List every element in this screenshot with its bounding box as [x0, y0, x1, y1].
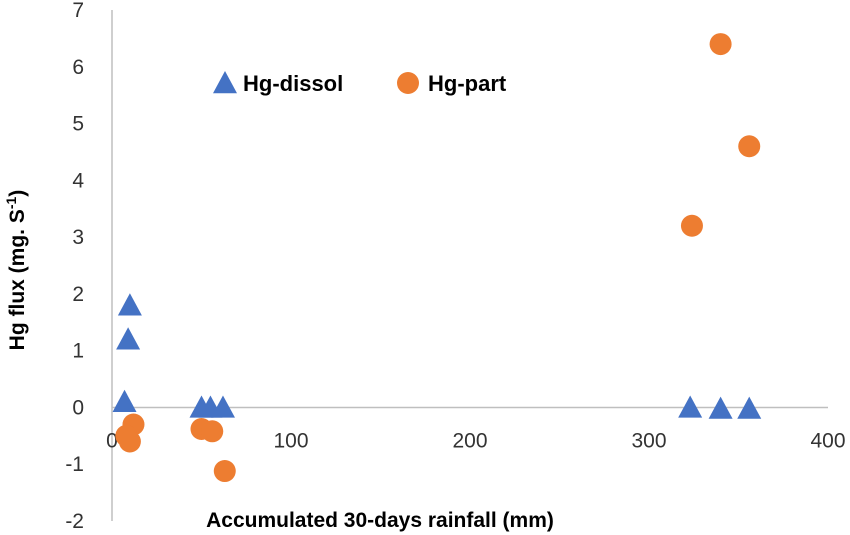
data-point-hg-part — [738, 135, 761, 158]
data-point-hg-part — [680, 214, 703, 237]
chart-axes: -2 -1 0 1 2 3 4 5 6 7 0 100 200 300 400 — [65, 0, 845, 533]
y-tick-label: 4 — [72, 169, 84, 192]
y-axis-title-close: ) — [6, 190, 29, 197]
y-tick-label: 7 — [72, 0, 84, 22]
x-tick-label: 100 — [273, 429, 308, 452]
y-axis-title-superscript: -1 — [3, 196, 19, 209]
data-point-hg-dissol — [112, 389, 137, 412]
series-hg-part — [115, 33, 761, 483]
legend-circle-marker — [397, 72, 419, 94]
chart-legend: Hg-dissol Hg-part — [213, 71, 507, 96]
data-point-hg-part — [201, 420, 224, 443]
data-point-hg-dissol — [210, 395, 235, 418]
y-tick-label: 6 — [72, 56, 84, 79]
data-point-hg-dissol — [737, 396, 762, 419]
data-point-hg-part — [213, 460, 236, 483]
y-tick-label: 0 — [72, 396, 84, 419]
legend-label-hg-part: Hg-part — [428, 71, 507, 96]
data-point-hg-part — [709, 33, 732, 56]
y-tick-label: 5 — [72, 113, 84, 136]
data-point-hg-dissol — [708, 396, 733, 419]
x-tick-label: 300 — [631, 429, 666, 452]
x-tick-label: 0 — [106, 429, 118, 452]
x-tick-label: 200 — [452, 429, 487, 452]
data-point-hg-dissol — [117, 293, 142, 316]
legend-label-hg-dissol: Hg-dissol — [243, 71, 343, 96]
legend-item-hg-dissol: Hg-dissol — [213, 71, 343, 96]
data-point-hg-dissol — [678, 395, 703, 418]
data-point-hg-part — [118, 430, 141, 453]
data-point-hg-dissol — [116, 327, 141, 350]
x-tick-label: 400 — [810, 429, 845, 452]
series-hg-dissol — [112, 293, 762, 419]
y-axis-title-main: Hg flux (mg. S — [6, 209, 29, 350]
chart-marks — [112, 33, 762, 483]
y-tick-label: 1 — [72, 340, 84, 363]
y-tick-label: 3 — [72, 226, 84, 249]
y-axis-title: Hg flux (mg. S-1) — [3, 190, 29, 351]
x-axis-title: Accumulated 30-days rainfall (mm) — [206, 509, 554, 532]
legend-item-hg-part: Hg-part — [397, 71, 507, 96]
y-tick-label: -1 — [65, 453, 84, 476]
legend-triangle-marker — [213, 71, 237, 94]
y-tick-label: -2 — [65, 510, 84, 533]
y-tick-label: 2 — [72, 283, 84, 306]
